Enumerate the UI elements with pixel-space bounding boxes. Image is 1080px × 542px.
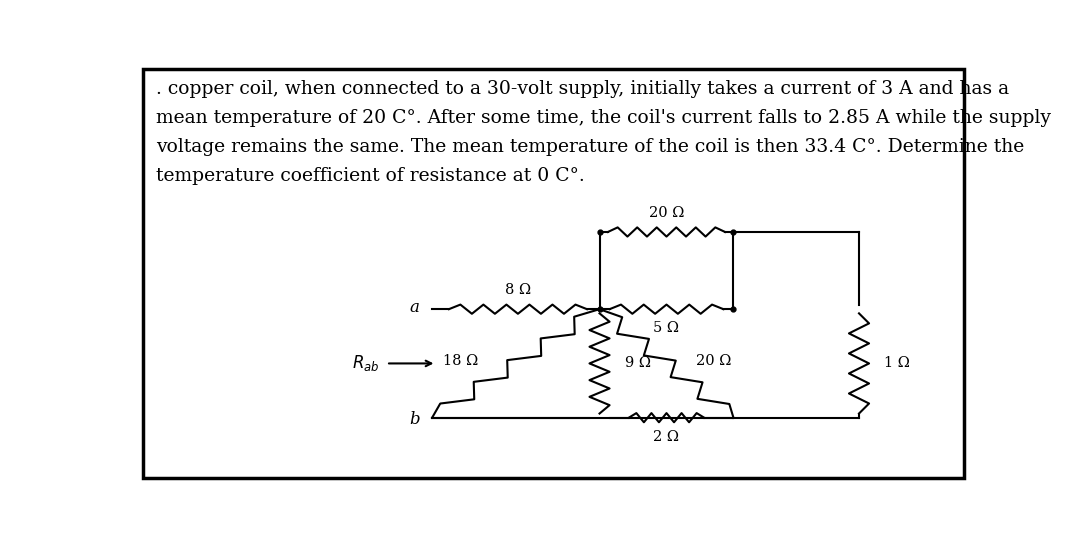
Text: 20 Ω: 20 Ω: [696, 354, 731, 369]
FancyBboxPatch shape: [144, 69, 963, 478]
Text: voltage remains the same. The mean temperature of the coil is then 33.4 C°. Dete: voltage remains the same. The mean tempe…: [156, 138, 1024, 156]
Text: temperature coefficient of resistance at 0 C°.: temperature coefficient of resistance at…: [156, 167, 584, 185]
Text: b: b: [409, 411, 419, 428]
Text: 1 Ω: 1 Ω: [885, 357, 910, 370]
Text: 2 Ω: 2 Ω: [653, 430, 679, 444]
Text: . copper coil, when connected to a 30-volt supply, initially takes a current of : . copper coil, when connected to a 30-vo…: [156, 80, 1009, 98]
Text: mean temperature of 20 C°. After some time, the coil's current falls to 2.85 A w: mean temperature of 20 C°. After some ti…: [156, 109, 1051, 127]
Text: $R_{ab}$: $R_{ab}$: [352, 353, 379, 373]
Text: 9 Ω: 9 Ω: [624, 357, 650, 370]
Text: a: a: [409, 299, 419, 315]
Text: 18 Ω: 18 Ω: [443, 354, 478, 369]
Text: 20 Ω: 20 Ω: [649, 206, 685, 220]
Text: 8 Ω: 8 Ω: [504, 283, 531, 297]
Text: 5 Ω: 5 Ω: [653, 321, 679, 335]
